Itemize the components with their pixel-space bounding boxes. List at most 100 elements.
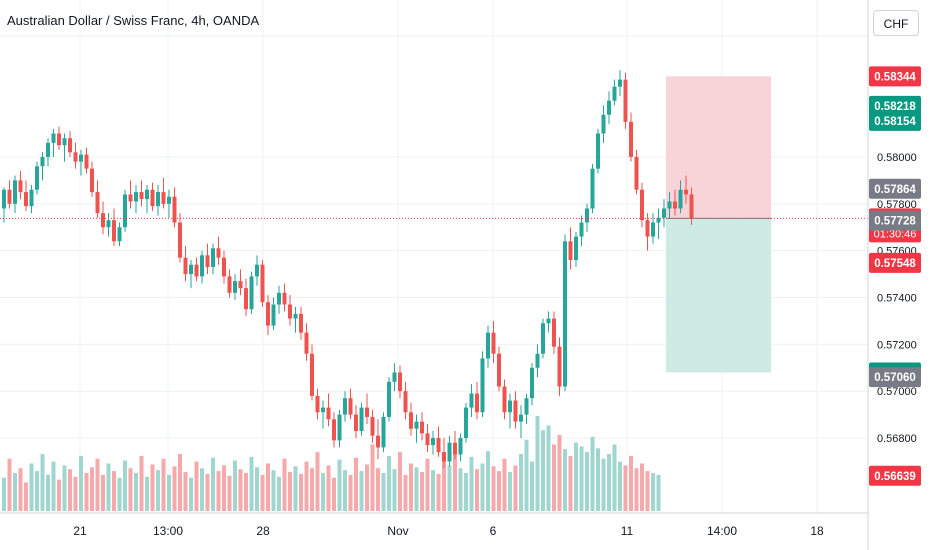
volume-bar (200, 468, 204, 511)
volume-bar (365, 464, 369, 511)
volume-bar (57, 479, 61, 511)
candle-body (167, 196, 171, 204)
volume-bar (145, 476, 149, 511)
price-tick-label: 0.57200 (877, 339, 917, 351)
volume-bar (469, 456, 474, 511)
candle-body (233, 281, 237, 293)
price-tag (869, 465, 921, 486)
candle-body (156, 192, 160, 207)
volume-bar (541, 430, 545, 511)
volume-bar (101, 474, 105, 511)
time-tick-label: 14:00 (707, 524, 737, 538)
volume-bar (601, 458, 606, 511)
candle-body (222, 257, 226, 277)
volume-bar (238, 469, 243, 511)
candle-body (200, 255, 204, 277)
candle-body (73, 152, 78, 162)
volume-bar (304, 461, 309, 511)
candle-body (612, 86, 617, 101)
price-tag-label: 0.57060 (874, 372, 916, 384)
candle-body (370, 416, 375, 436)
volume-bar (381, 473, 386, 511)
candle-body (629, 121, 633, 157)
candle-body (299, 313, 303, 333)
volume-bar (359, 471, 364, 511)
volume-bar (46, 474, 50, 511)
volume-bar (106, 463, 111, 511)
volume-bar (321, 473, 325, 511)
candle-body (519, 414, 523, 422)
chart-title: Australian Dollar / Swiss Franc, 4h, OAN… (7, 13, 260, 28)
volume-bar (277, 476, 281, 511)
candle-body (508, 400, 512, 413)
volume-bar (596, 448, 600, 511)
candle-body (271, 304, 276, 326)
candle-body (255, 264, 259, 277)
candle-body (216, 248, 221, 258)
candle-body (343, 398, 347, 415)
volume-bar (563, 449, 567, 511)
price-tick-label: 0.58000 (877, 152, 917, 164)
candle-body (634, 156, 639, 190)
volume-bar (414, 467, 419, 511)
price-tag-label: 0.58218 (874, 101, 916, 113)
volume-bar (585, 452, 589, 511)
candle-body (607, 100, 611, 115)
volume-bar (79, 455, 83, 511)
volume-bar (552, 444, 556, 511)
candle-body (282, 292, 287, 305)
price-tag-label: 0.56639 (874, 471, 916, 483)
volume-bar (211, 457, 215, 511)
volume-bar (62, 465, 67, 511)
volume-bar (535, 416, 540, 511)
volume-bar (282, 458, 287, 511)
volume-bar (299, 473, 303, 511)
candle-body (464, 407, 468, 439)
candle-body (354, 414, 358, 432)
currency-button[interactable]: CHF (873, 10, 919, 36)
candle-body (18, 180, 23, 193)
volume-bar (491, 466, 496, 511)
candle-body (57, 133, 61, 146)
candle-body (288, 304, 292, 319)
candle-body (535, 353, 540, 368)
candle-body (469, 393, 474, 408)
take-profit-zone[interactable] (666, 218, 771, 373)
volume-bar (546, 425, 551, 511)
volume-bar (150, 464, 155, 511)
candle-body (90, 168, 94, 193)
time-tick-label: 11 (621, 524, 634, 538)
stop-loss-zone[interactable] (666, 76, 771, 219)
candle-body (453, 442, 457, 455)
candle-body (409, 412, 413, 429)
time-tick-label: 21 (73, 524, 87, 538)
candle-body (337, 414, 342, 441)
candle-body (106, 220, 111, 228)
volume-bar (442, 461, 446, 511)
price-tick-label: 0.57000 (877, 386, 917, 398)
time-tick-label: 6 (490, 524, 497, 538)
volume-bar (574, 442, 578, 511)
candle-body (293, 313, 298, 319)
candle-body (310, 353, 314, 396)
volume-bar (123, 460, 127, 511)
candle-body (546, 318, 551, 324)
volume-bar (249, 456, 254, 511)
price-tag (869, 367, 921, 388)
candle-body (112, 220, 116, 242)
volume-bar (464, 473, 468, 511)
candle-body (381, 416, 386, 448)
volume-bar (51, 461, 56, 511)
candle-body (84, 154, 89, 169)
candle-body (40, 156, 45, 167)
candle-body (442, 452, 446, 462)
candle-body (541, 323, 545, 354)
candle-body (651, 222, 655, 237)
candle-body (123, 194, 127, 228)
candle-body (458, 438, 463, 455)
volume-bar (568, 455, 573, 511)
volume-bar (447, 465, 452, 511)
candle-body (392, 372, 397, 382)
price-tag (869, 210, 921, 231)
